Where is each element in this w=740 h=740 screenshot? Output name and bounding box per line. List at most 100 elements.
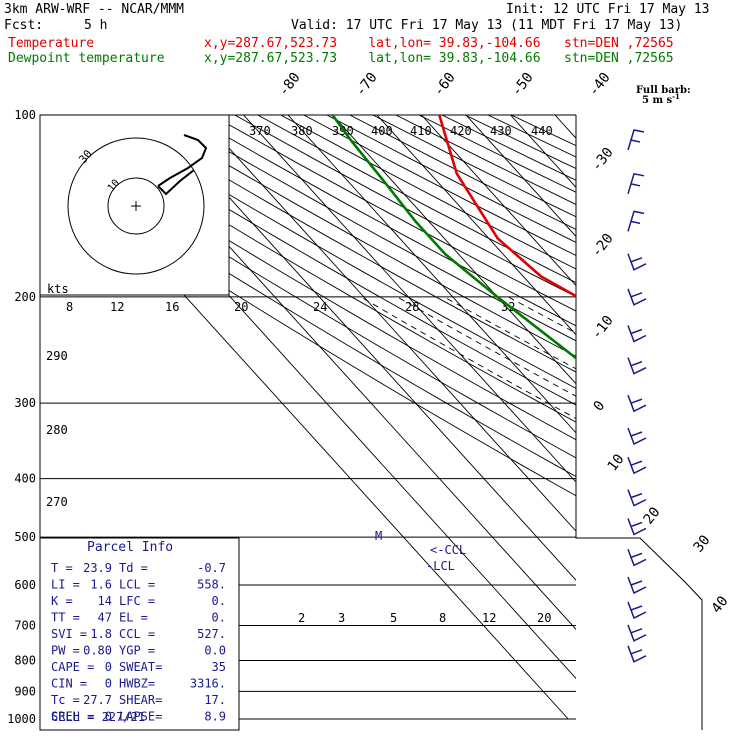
wind-barb bbox=[627, 456, 647, 475]
isotherm-line bbox=[332, 115, 576, 385]
wind-barb bbox=[627, 601, 647, 620]
forecast-label: Fcst: bbox=[4, 18, 44, 33]
temperature-legend: Temperature bbox=[8, 36, 95, 51]
parcel-cell: CELL = 227/21 bbox=[51, 710, 145, 724]
theta-label: 430 bbox=[490, 124, 512, 138]
wind-barb bbox=[627, 357, 647, 375]
barb-legend-title: Full barb: bbox=[636, 85, 691, 96]
parcel-param-value: 27.7 bbox=[83, 693, 112, 707]
dry-adiabat-line bbox=[418, 115, 576, 193]
hodograph-panel bbox=[39, 114, 230, 296]
isotherm-line bbox=[154, 115, 576, 581]
dry-adiabat-line bbox=[464, 115, 576, 170]
dry-adiabat-line bbox=[165, 115, 576, 342]
isotherm-line bbox=[198, 115, 576, 532]
theta-label-low: 280 bbox=[46, 423, 68, 437]
valid-time: Valid: 17 UTC Fri 17 May 13 (11 MDT Fri … bbox=[291, 18, 683, 33]
dry-adiabat-line bbox=[40, 122, 576, 441]
isotherm-line bbox=[287, 115, 576, 434]
pressure-tick-label: 400 bbox=[14, 472, 36, 486]
theta-e-label: 8 bbox=[66, 300, 73, 314]
parcel-param-value: 3316. bbox=[190, 677, 226, 691]
dry-adiabat-line bbox=[50, 115, 576, 423]
moist-adiabat-line bbox=[599, 297, 740, 719]
isotherm-line bbox=[376, 115, 576, 336]
dewpoint-legend: Dewpoint temperature bbox=[8, 51, 165, 66]
dewpoint-profile-line bbox=[331, 115, 576, 361]
isotherm-line bbox=[733, 115, 740, 719]
wind-barb bbox=[627, 624, 647, 642]
barb-legend-unit: 5 m s-1 bbox=[642, 92, 680, 106]
isotherm-label: -40 bbox=[586, 70, 614, 100]
pressure-tick-label: 500 bbox=[14, 530, 36, 544]
hodograph-ring bbox=[67, 137, 205, 275]
isotherm-line bbox=[510, 115, 576, 188]
isotherm-label: -60 bbox=[431, 70, 459, 100]
parcel-param-value: 527. bbox=[197, 627, 226, 641]
isotherm-label: 10 bbox=[605, 451, 628, 474]
dry-adiabat-line bbox=[96, 115, 576, 389]
hodograph-unit-label: kts bbox=[47, 282, 69, 296]
temperature-location: x,y=287.67,523.73 lat,lon= 39.83,-104.66… bbox=[204, 36, 674, 51]
theta-label: 440 bbox=[531, 124, 553, 138]
isotherm-label: 40 bbox=[709, 593, 732, 616]
mixing-ratio-label: 12 bbox=[482, 611, 496, 625]
dewpoint-location: x,y=287.67,523.73 lat,lon= 39.83,-104.66… bbox=[204, 51, 674, 66]
parcel-param-value: 35 bbox=[212, 660, 226, 674]
wind-barb bbox=[627, 427, 647, 446]
wind-barb bbox=[627, 518, 647, 536]
theta-label: 370 bbox=[249, 124, 271, 138]
parcel-param-label: LCL = bbox=[119, 578, 155, 592]
parcel-param-label: SHEAR= bbox=[119, 693, 162, 707]
hodograph-ring bbox=[107, 177, 165, 235]
m-marker: M bbox=[375, 529, 382, 543]
parcel-info-title: Parcel Info bbox=[87, 540, 173, 555]
parcel-param-label: Tc = bbox=[51, 693, 80, 707]
theta-label: 420 bbox=[450, 124, 472, 138]
forecast-hour: 5 h bbox=[84, 18, 108, 33]
mixing-ratio-label: 2 bbox=[298, 611, 305, 625]
wind-barb bbox=[627, 253, 647, 271]
parcel-param-label: CAPE = bbox=[51, 660, 94, 674]
dry-adiabat-line bbox=[188, 115, 576, 327]
theta-label: 400 bbox=[371, 124, 393, 138]
parcel-param-value: 14 bbox=[98, 594, 112, 608]
isotherm-line bbox=[465, 115, 576, 238]
theta-e-label: 28 bbox=[405, 300, 419, 314]
dry-adiabat-line bbox=[510, 115, 576, 147]
dry-adiabat-line bbox=[234, 115, 576, 298]
parcel-param-label: T = bbox=[51, 561, 73, 575]
parcel-param-label: PW = bbox=[51, 644, 80, 658]
wind-barb bbox=[627, 288, 647, 306]
lcl-marker: -LCL bbox=[426, 559, 455, 573]
isotherm-label: -30 bbox=[589, 145, 617, 175]
isotherm-label: -80 bbox=[276, 70, 304, 100]
pressure-tick-label: 900 bbox=[14, 684, 36, 698]
mixing-ratio-label: 5 bbox=[390, 611, 397, 625]
isotherm-line bbox=[243, 115, 576, 483]
pressure-tick-label: 700 bbox=[14, 618, 36, 632]
parcel-param-value: 0. bbox=[212, 594, 226, 608]
theta-label-low: 290 bbox=[46, 349, 68, 363]
mixing-ratio-label: 8 bbox=[439, 611, 446, 625]
parcel-param-value: 0. bbox=[212, 611, 226, 625]
parcel-param-label: SVI = bbox=[51, 627, 87, 641]
wind-barb bbox=[627, 129, 645, 151]
hodograph-trace bbox=[157, 134, 208, 196]
init-time: Init: 12 UTC Fri 17 May 13 bbox=[506, 2, 710, 17]
wind-barb bbox=[627, 210, 645, 232]
dry-adiabat-line bbox=[40, 137, 576, 459]
wind-barb bbox=[627, 325, 647, 343]
model-title: 3km ARW-WRF -- NCAR/MMM bbox=[4, 2, 185, 17]
parcel-param-label: Td = bbox=[119, 561, 148, 575]
wind-barb bbox=[627, 172, 645, 195]
parcel-param-value: 0.0 bbox=[204, 644, 226, 658]
pressure-tick-label: 1000 bbox=[7, 712, 36, 726]
parcel-param-value: 558. bbox=[197, 578, 226, 592]
parcel-param-value: 0 bbox=[105, 710, 112, 724]
moist-adiabat-line bbox=[396, 296, 576, 397]
wind-barb bbox=[627, 645, 647, 663]
pressure-tick-label: 300 bbox=[14, 396, 36, 410]
parcel-param-value: 1.6 bbox=[90, 578, 112, 592]
